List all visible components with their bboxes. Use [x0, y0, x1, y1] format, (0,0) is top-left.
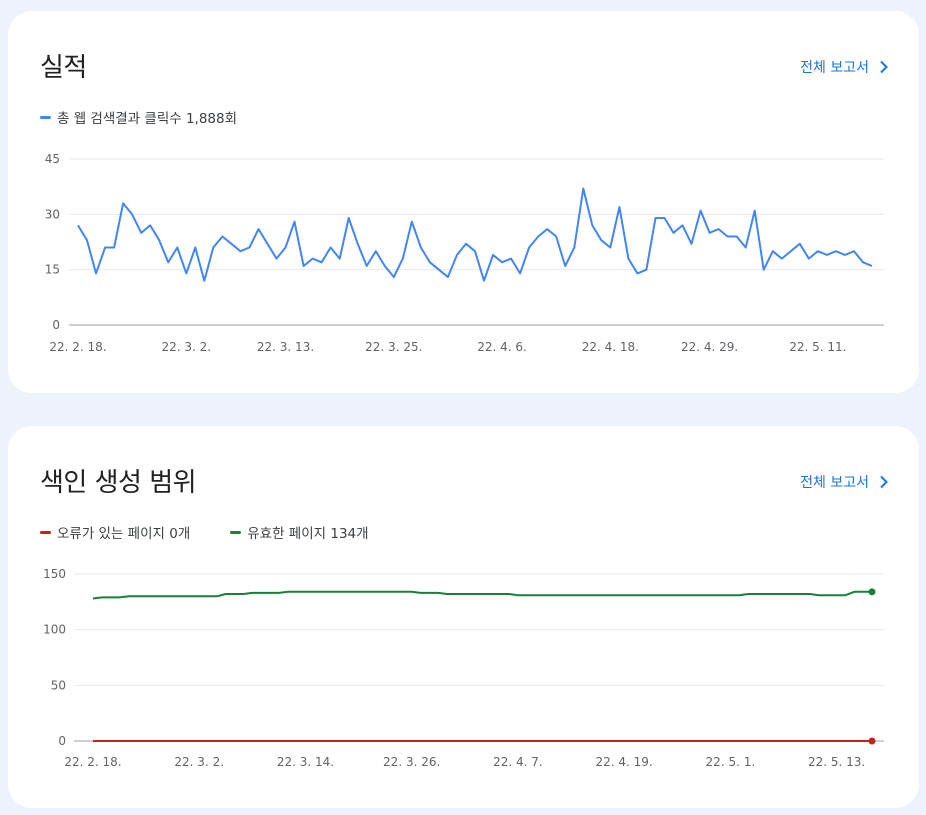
x-tick-label: 22. 4. 19. — [596, 755, 653, 769]
y-tick-label: 45 — [45, 152, 60, 166]
y-tick-label: 100 — [43, 623, 66, 637]
performance-card: 실적 전체 보고서 총 웹 검색결과 클릭수 1,888회 0 15 30 45 22.… — [8, 11, 919, 393]
full-report-label: 전체 보고서 — [800, 475, 869, 491]
legend-item-clicks[interactable]: 총 웹 검색결과 클릭수 1,888회 — [40, 107, 237, 127]
x-tick-label: 22. 3. 14. — [277, 755, 334, 769]
x-tick-label: 22. 5. 1. — [706, 755, 756, 769]
series-line — [92, 590, 872, 600]
legend-label: 유효한 페이지 134개 — [247, 526, 369, 542]
performance-title: 실적 — [40, 53, 87, 83]
x-tick-label: 22. 5. 11. — [789, 340, 846, 354]
y-tick-label: 0 — [52, 318, 60, 332]
x-tick-label: 22. 3. 2. — [161, 340, 211, 354]
y-tick-label: 30 — [45, 207, 60, 221]
series-end-point[interactable] — [868, 588, 876, 596]
y-tick-label: 0 — [58, 734, 66, 748]
x-tick-label: 22. 5. 13. — [808, 755, 865, 769]
coverage-line-chart: 0 50 100 150 22. 2. 18. 22. 3. 2. 22. 3. 14. 22… — [43, 567, 884, 769]
legend-swatch — [40, 530, 51, 534]
legend-item-error-pages[interactable]: 오류가 있는 페이지 0개 — [40, 522, 190, 542]
coverage-full-report-link[interactable]: 전체 보고서 — [800, 472, 891, 492]
series-end-point[interactable] — [868, 737, 876, 745]
coverage-legend: 오류가 있는 페이지 0개 유효한 페이지 134개 — [40, 522, 369, 542]
x-tick-label: 22. 4. 18. — [582, 340, 639, 354]
legend-label: 총 웹 검색결과 클릭수 1,888회 — [57, 111, 238, 127]
x-tick-label: 22. 2. 18. — [49, 340, 106, 354]
full-report-label: 전체 보고서 — [800, 60, 869, 76]
coverage-card: 색인 생성 범위 전체 보고서 오류가 있는 페이지 0개 유효한 페이지 13… — [8, 426, 919, 808]
x-tick-label: 22. 3. 25. — [365, 340, 422, 354]
chevron-right-icon — [880, 475, 888, 489]
x-tick-label: 22. 4. 7. — [493, 755, 543, 769]
x-tick-label: 22. 4. 29. — [681, 340, 738, 354]
legend-item-valid-pages[interactable]: 유효한 페이지 134개 — [230, 522, 369, 542]
y-tick-label: 15 — [45, 263, 60, 277]
x-tick-label: 22. 2. 18. — [64, 755, 121, 769]
chevron-right-icon — [880, 60, 888, 74]
performance-full-report-link[interactable]: 전체 보고서 — [800, 57, 891, 77]
x-tick-label: 22. 3. 26. — [383, 755, 440, 769]
x-tick-label: 22. 4. 6. — [477, 340, 527, 354]
y-tick-label: 150 — [43, 567, 66, 581]
x-tick-label: 22. 3. 13. — [257, 340, 314, 354]
clicks-line-chart: 0 15 30 45 22. 2. 18. 22. 3. 2. 22. 3. 13. 22. … — [45, 152, 884, 354]
legend-label: 오류가 있는 페이지 0개 — [57, 526, 191, 542]
x-tick-label: 22. 3. 2. — [174, 755, 224, 769]
legend-swatch — [40, 115, 51, 119]
y-tick-label: 50 — [51, 678, 66, 692]
series-line — [77, 187, 873, 282]
legend-swatch — [230, 530, 242, 534]
performance-legend: 총 웹 검색결과 클릭수 1,888회 — [40, 107, 237, 127]
coverage-title: 색인 생성 범위 — [40, 468, 197, 498]
